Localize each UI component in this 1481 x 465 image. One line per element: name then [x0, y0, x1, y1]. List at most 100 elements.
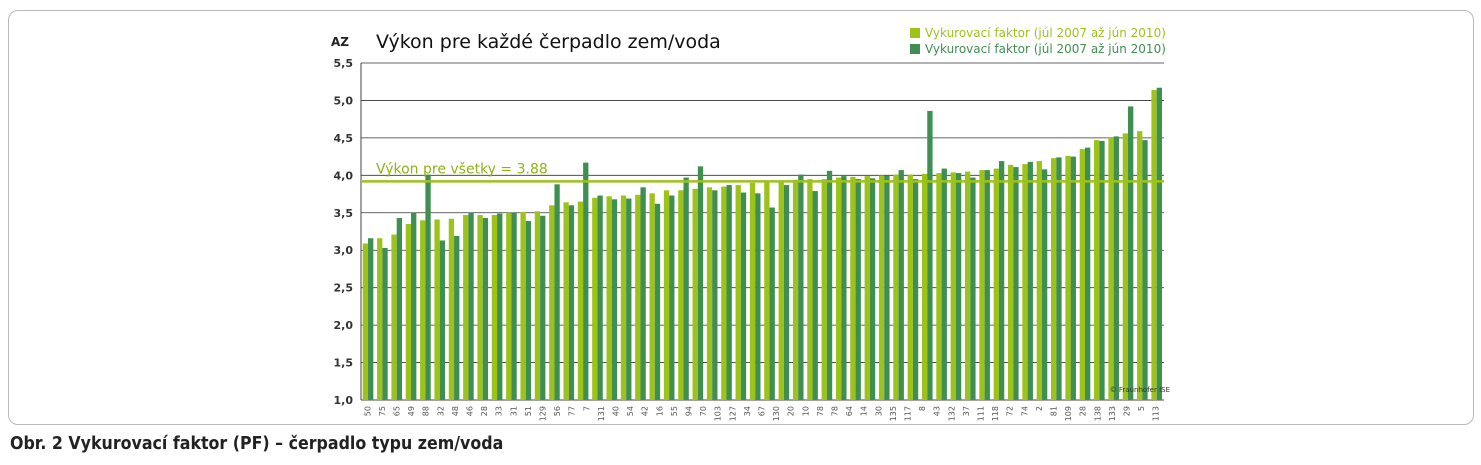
- bar-light: [506, 212, 512, 400]
- bar-dark: [640, 187, 646, 400]
- bar-light: [821, 179, 827, 400]
- bar-dark: [783, 185, 790, 400]
- bar-light: [1137, 131, 1143, 400]
- bar-light: [1094, 140, 1100, 400]
- bar-light: [964, 171, 971, 400]
- bar-dark: [769, 207, 775, 400]
- x-tick-label: 29: [1123, 406, 1132, 416]
- bar-light: [778, 180, 784, 400]
- x-tick-label: 30: [874, 406, 883, 416]
- bar-dark: [368, 238, 374, 400]
- bar-light: [405, 224, 412, 400]
- bar-dark: [396, 218, 403, 400]
- bar-dark: [970, 177, 976, 400]
- x-tick-label: 75: [378, 406, 387, 416]
- bar-light: [534, 211, 541, 400]
- x-tick-label: 28: [480, 406, 489, 416]
- bar-light: [692, 188, 698, 400]
- bar-light: [1036, 161, 1042, 400]
- x-tick-label: 37: [962, 406, 971, 416]
- y-tick-label: 1,0: [334, 394, 354, 407]
- bar-light: [362, 243, 369, 400]
- x-tick-label: 111: [977, 406, 986, 421]
- y-tick-label: 3,5: [334, 207, 354, 220]
- bar-dark: [1142, 140, 1148, 400]
- x-tick-label: 88: [422, 406, 431, 416]
- bar-dark: [1041, 169, 1048, 400]
- x-tick-label: 55: [670, 406, 679, 416]
- bar-light: [792, 179, 799, 400]
- bar-light: [391, 234, 397, 400]
- x-tick-label: 40: [612, 406, 621, 416]
- x-tick-label: 67: [758, 406, 767, 416]
- bar-dark: [755, 193, 761, 400]
- bar-light: [649, 193, 655, 400]
- x-tick-label: 42: [641, 406, 650, 416]
- x-tick-label: 72: [1006, 406, 1015, 416]
- bar-dark: [826, 170, 833, 400]
- bar-light: [1065, 155, 1071, 400]
- bar-light: [606, 196, 612, 400]
- bar-dark: [568, 205, 575, 400]
- bar-dark: [597, 195, 603, 400]
- y-tick-label: 4,0: [334, 169, 354, 182]
- bar-dark: [1013, 167, 1019, 400]
- bar-dark: [454, 235, 460, 400]
- bar-dark: [626, 198, 632, 400]
- bar-dark: [497, 213, 503, 400]
- x-tick-label: 20: [787, 406, 796, 416]
- y-tick-label: 1,5: [334, 357, 354, 370]
- bar-light: [635, 194, 641, 400]
- bar-light: [950, 172, 956, 400]
- y-tick-label: 5,0: [334, 94, 354, 107]
- bar-dark: [554, 184, 560, 400]
- bar-light: [448, 218, 455, 400]
- x-tick-label: 127: [728, 406, 737, 421]
- bar-light: [721, 186, 727, 400]
- x-tick-label: 70: [699, 406, 708, 416]
- bar-dark: [984, 170, 990, 400]
- bar-light: [563, 202, 569, 400]
- bar-light: [1122, 133, 1129, 400]
- average-line-label: Výkon pre všetky = 3.88: [376, 161, 548, 177]
- x-tick-label: 5: [1137, 406, 1146, 411]
- bar-dark: [1056, 157, 1062, 400]
- x-tick-label: 118: [991, 406, 1000, 421]
- bar-dark: [1113, 136, 1119, 400]
- bar-light: [835, 177, 842, 400]
- y-tick-label: 2,0: [334, 319, 354, 332]
- legend-swatch-light: [910, 28, 920, 38]
- bar-dark: [812, 191, 818, 400]
- bar-light: [678, 190, 684, 400]
- bar-light: [878, 175, 885, 400]
- x-tick-label: 64: [845, 406, 854, 416]
- bar-dark: [841, 176, 847, 400]
- x-tick-label: 49: [407, 406, 416, 416]
- chart-title: Výkon pre každé čerpadlo zem/voda: [376, 31, 721, 53]
- bar-light: [764, 182, 770, 400]
- x-tick-label: 31: [509, 406, 518, 416]
- bar-dark: [869, 178, 876, 400]
- figure-caption: Obr. 2 Vykurovací faktor (PF) – čerpadlo…: [10, 433, 504, 454]
- bar-dark: [540, 215, 546, 400]
- legend-swatch-dark: [910, 44, 920, 54]
- bar-dark: [654, 203, 661, 400]
- bar-dark: [955, 173, 962, 400]
- x-tick-label: 43: [933, 406, 942, 416]
- bar-dark: [1099, 140, 1105, 400]
- bar-light: [420, 220, 426, 400]
- bar-dark: [439, 240, 446, 400]
- bar-dark: [611, 199, 618, 400]
- x-tick-label: 131: [597, 406, 606, 421]
- bar-dark: [927, 110, 933, 400]
- x-tick-label: 10: [801, 406, 810, 416]
- x-tick-label: 48: [451, 406, 460, 416]
- x-tick-label: 94: [685, 406, 694, 416]
- x-tick-label: 132: [947, 406, 956, 421]
- x-tick-label: 32: [436, 406, 445, 416]
- y-tick-label: 5,5: [334, 57, 354, 70]
- x-tick-label: 54: [626, 406, 635, 416]
- bar-dark: [912, 179, 919, 400]
- bar-dark: [1156, 87, 1162, 401]
- bar-light: [735, 185, 741, 400]
